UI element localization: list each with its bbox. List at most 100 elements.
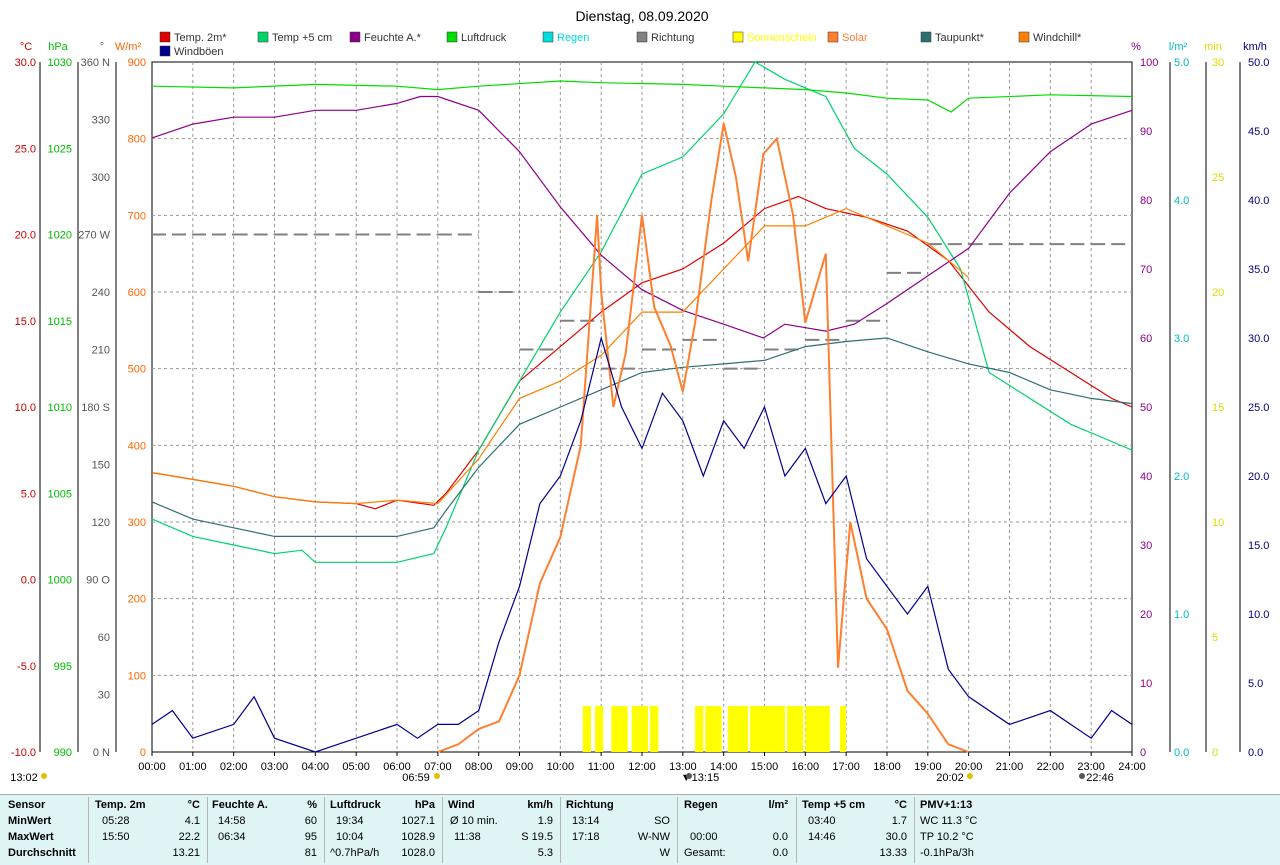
stats-value: 4.1 [184, 815, 200, 827]
x-tick-label: 04:00 [302, 761, 330, 773]
y-tick-label-pressure: 1010 [48, 402, 72, 414]
x-tick-label: 03:00 [261, 761, 289, 773]
x-tick-label: 12:00 [628, 761, 656, 773]
y-axis-ticks: 30.025.020.015.010.05.00.0-5.0-10.010301… [11, 57, 1270, 759]
axis-unit-label: km/h [1243, 41, 1267, 53]
y-tick-label-humidity: 40 [1140, 471, 1152, 483]
sunshine-bar [727, 706, 749, 752]
legend-swatch [1018, 31, 1030, 43]
axis-unit-label: W/m² [115, 41, 142, 53]
x-tick-label: 13:00 [669, 761, 697, 773]
stats-label-total: Gesamt: [684, 847, 726, 859]
stats-time: 11:38 [454, 831, 481, 843]
legend-label: Regen [557, 32, 589, 44]
x-tick-label: 23:00 [1077, 761, 1105, 773]
series-line [151, 337, 1133, 537]
stats-unit-temp2m: °C [187, 799, 200, 811]
stats-row-label: MaxWert [8, 831, 54, 843]
sunshine-bar [786, 706, 804, 752]
y-tick-label-humidity: 50 [1140, 402, 1152, 414]
sunshine-bar [650, 706, 659, 752]
y-tick-label-wind: 0.0 [1248, 747, 1263, 759]
y-tick-label-wind: 35.0 [1248, 264, 1269, 276]
y-tick-label-sun: 20 [1212, 287, 1224, 299]
legend-label: Luftdruck [461, 32, 507, 44]
y-tick-label-wind: 15.0 [1248, 540, 1269, 552]
y-tick-label-solar: 0 [140, 747, 146, 759]
legend-label: Richtung [651, 32, 694, 44]
y-tick-label-humidity: 70 [1140, 264, 1152, 276]
legend-swatch [159, 31, 171, 43]
y-tick-label-direction: 90 O [86, 575, 110, 587]
sunshine-bar [595, 706, 604, 752]
legend-swatch [257, 31, 269, 43]
stats-time: Ø 10 min. [450, 815, 498, 827]
y-tick-label-humidity: 30 [1140, 540, 1152, 552]
y-tick-label-sun: 0 [1212, 747, 1218, 759]
y-tick-label-wind: 30.0 [1248, 333, 1269, 345]
legend-swatch [920, 31, 932, 43]
axis-units: °C hPa ° W/m²% l/m² min km/h [20, 41, 1267, 53]
y-tick-label-solar: 700 [128, 210, 146, 222]
sunshine-bar [805, 706, 830, 752]
y-tick-label-pressure: 1005 [48, 488, 72, 500]
legend-swatch [159, 45, 171, 57]
y-tick-label-solar: 300 [128, 517, 146, 529]
time-markers: 13:02 06:59 ▼13:15 20:02 22:46 [10, 772, 1114, 784]
stats-row-label: MinWert [8, 815, 52, 827]
y-tick-label-direction: 120 [92, 517, 110, 529]
y-tick-label-rain: 3.0 [1174, 333, 1189, 345]
x-tick-label: 09:00 [506, 761, 534, 773]
stats-value: S 19.5 [521, 831, 553, 843]
marker-moonset-label: 22:46 [1086, 772, 1114, 784]
y-tick-label-direction: 270 W [78, 230, 110, 242]
y-tick-label-wind: 5.0 [1248, 678, 1263, 690]
x-tick-label: 07:00 [424, 761, 452, 773]
axis-unit-label: l/m² [1169, 41, 1188, 53]
sunshine-bar [611, 706, 628, 752]
axis-unit-label: °C [20, 41, 32, 53]
stats-value: 13.21 [172, 847, 200, 859]
y-tick-label-pressure: 990 [54, 747, 72, 759]
x-tick-label: 21:00 [996, 761, 1024, 773]
y-tick-label-humidity: 90 [1140, 126, 1152, 138]
legend-label: Solar [842, 32, 868, 44]
y-tick-label-temp: 5.0 [21, 488, 36, 500]
y-tick-label-rain: 0.0 [1174, 747, 1189, 759]
y-tick-label-pressure: 1025 [48, 143, 72, 155]
stats-header-sensor: Sensor [8, 799, 46, 811]
stats-pmv-value: -0.1hPa/3h [920, 847, 974, 859]
sunshine-bar [582, 706, 591, 752]
y-tick-label-direction: 210 [92, 345, 110, 357]
y-tick-label-solar: 900 [128, 57, 146, 69]
legend-swatch [349, 31, 361, 43]
y-tick-label-direction: 30 [98, 690, 110, 702]
stats-time: 15:50 [102, 831, 130, 843]
y-tick-label-humidity: 10 [1140, 678, 1152, 690]
y-tick-label-rain: 2.0 [1174, 471, 1189, 483]
y-tick-label-temp: -10.0 [11, 747, 36, 759]
legend-label: Feuchte A.* [364, 32, 422, 44]
legend: Temp. 2m* Temp +5 cm Feuchte A.* Luftdruck R… [159, 31, 1082, 58]
stats-header-temp5: Temp +5 cm [802, 799, 866, 811]
stats-time: 10:04 [336, 831, 364, 843]
x-tick-label: 18:00 [873, 761, 901, 773]
x-tick-label: 05:00 [342, 761, 370, 773]
stats-unit-humidity: % [307, 799, 317, 811]
stats-value: 60 [304, 815, 317, 827]
y-tick-label-temp: 20.0 [15, 230, 36, 242]
y-tick-label-temp: -5.0 [17, 661, 36, 673]
y-tick-label-direction: 300 [92, 172, 110, 184]
stats-time: 06:34 [218, 831, 246, 843]
stats-pmv-value: TP 10.2 °C [920, 831, 974, 843]
y-tick-label-solar: 600 [128, 287, 146, 299]
y-tick-label-pressure: 1020 [48, 230, 72, 242]
y-tick-label-sun: 30 [1212, 57, 1224, 69]
marker-noon-label: ▼13:15 [681, 772, 719, 784]
stats-value: 0.0 [772, 847, 788, 859]
y-tick-label-sun: 25 [1212, 172, 1224, 184]
marker-moonrise-icon [41, 773, 47, 779]
y-tick-label-direction: 240 [92, 287, 110, 299]
stats-header-rain: Regen [684, 799, 718, 811]
stats-time: 05:28 [102, 815, 130, 827]
